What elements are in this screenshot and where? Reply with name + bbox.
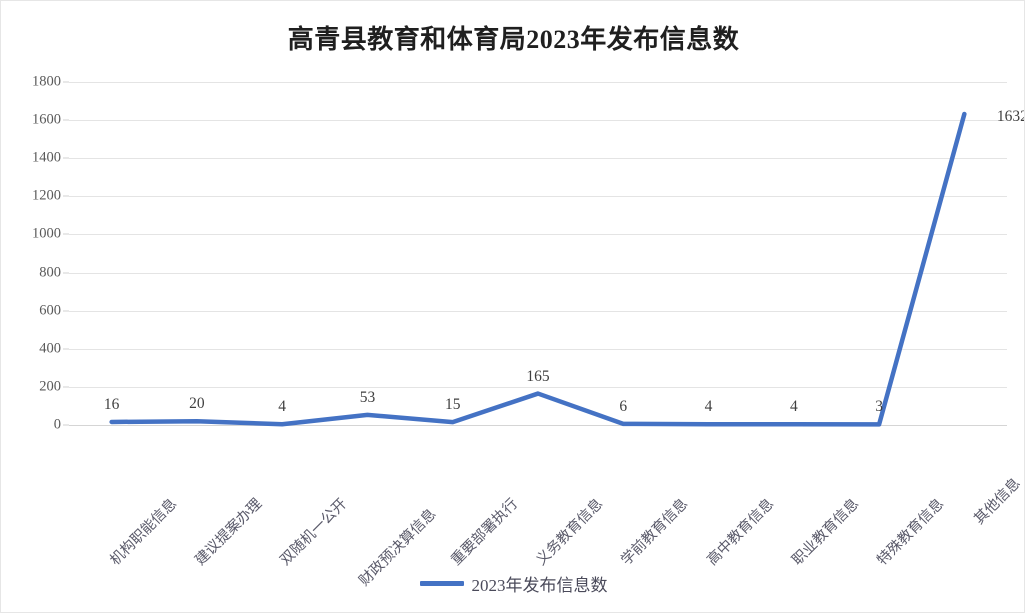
gridline-0 (69, 425, 1007, 426)
x-tick-label-text: 特殊教育信息 (874, 495, 948, 569)
gridline-1200 (69, 196, 1007, 198)
gridline-1000 (69, 234, 1007, 236)
x-tick-label-text: 双随机一公开 (277, 495, 351, 569)
x-tick-label-建议提案办理: 建议提案办理 (192, 433, 328, 569)
data-label-职业教育信息: 4 (789, 398, 798, 416)
y-tick-label-1200: 1200 (32, 187, 61, 204)
data-label-特殊教育信息: 3 (875, 398, 883, 416)
x-tick-label-机构职能信息: 机构职能信息 (107, 433, 243, 569)
y-tickmark-1800 (63, 81, 69, 83)
x-tick-label-text: 职业教育信息 (789, 495, 863, 569)
chart-legend: 2023年发布信息数 (1, 571, 1024, 596)
y-tickmark-800 (63, 272, 69, 274)
data-label-财政预决算信息: 53 (359, 388, 376, 406)
data-label-机构职能信息: 16 (103, 395, 120, 413)
y-tickmark-600 (63, 310, 69, 312)
series-line-layer (109, 111, 967, 427)
y-tick-label-800: 800 (39, 264, 61, 281)
legend-line-swatch (419, 581, 464, 586)
plot-area: 16 20 4 53 15 165 6 4 4 3 1632 (69, 82, 1024, 427)
y-tickmark-1000 (63, 233, 69, 235)
y-tick-label-1800: 1800 (32, 73, 61, 90)
y-tickmark-1600 (63, 119, 69, 121)
data-label-建议提案办理: 20 (189, 395, 205, 413)
x-tick-label-双随机一公开: 双随机一公开 (278, 433, 414, 569)
x-tick-label-text: 义务教育信息 (533, 495, 607, 569)
data-label-双随机一公开: 4 (278, 398, 287, 416)
data-label-其他信息: 1632 (996, 108, 1025, 125)
x-axis-category-labels: 机构职能信息 建议提案办理 双随机一公开 财政预决算信息 重要部署执行 义务教育信息 学前教… (69, 425, 1024, 589)
gridline-800 (69, 272, 1007, 274)
data-label-义务教育信息: 165 (526, 367, 550, 385)
legend-label: 2023年发布信息数 (471, 576, 608, 595)
y-tick-label-1400: 1400 (32, 149, 61, 166)
gridline-400 (69, 348, 1007, 350)
x-tick-label-text: 重要部署执行 (448, 495, 521, 569)
x-tick-label-text: 建议提案办理 (192, 495, 266, 569)
x-tick-label-义务教育信息: 义务教育信息 (533, 433, 669, 569)
data-label-高中教育信息: 4 (704, 398, 713, 416)
y-tick-label-600: 600 (39, 302, 61, 319)
series-line-2023 (109, 111, 967, 427)
x-tick-label-职业教育信息: 职业教育信息 (789, 433, 925, 569)
chart-title: 高青县教育和体育局2023年发布信息数 (287, 25, 740, 54)
y-tick-label-0: 0 (53, 416, 61, 433)
gridline-1400 (69, 158, 1007, 160)
x-tick-label-其他信息: 其他信息 (972, 433, 1024, 527)
data-label-学前教育信息: 6 (619, 397, 628, 415)
x-tick-label-text: 学前教育信息 (618, 495, 692, 569)
gridline-1800 (69, 82, 1007, 83)
x-tick-label-高中教育信息: 高中教育信息 (704, 433, 840, 569)
x-tick-label-text: 机构职能信息 (107, 495, 180, 569)
y-tick-label-1000: 1000 (32, 225, 61, 242)
y-axis: 1800 1600 1400 1200 1000 800 600 400 200 0 (1, 74, 61, 433)
x-tick-label-重要部署执行: 重要部署执行 (448, 433, 584, 569)
gridline-1600 (69, 120, 1007, 122)
gridline-600 (69, 310, 1007, 312)
y-tick-label-400: 400 (39, 340, 61, 357)
y-tickmark-1200 (63, 195, 69, 197)
y-tickmark-200 (63, 386, 69, 388)
gridline-200 (69, 386, 1007, 388)
y-tickmark-1400 (63, 157, 69, 159)
x-tick-label-text: 高中教育信息 (703, 495, 777, 569)
y-tickmark-0 (63, 424, 69, 426)
data-label-重要部署执行: 15 (444, 396, 461, 414)
y-tick-label-200: 200 (39, 378, 61, 395)
y-tick-label-1600: 1600 (32, 111, 61, 128)
y-tickmark-400 (63, 348, 69, 350)
x-tick-label-学前教育信息: 学前教育信息 (619, 433, 755, 569)
